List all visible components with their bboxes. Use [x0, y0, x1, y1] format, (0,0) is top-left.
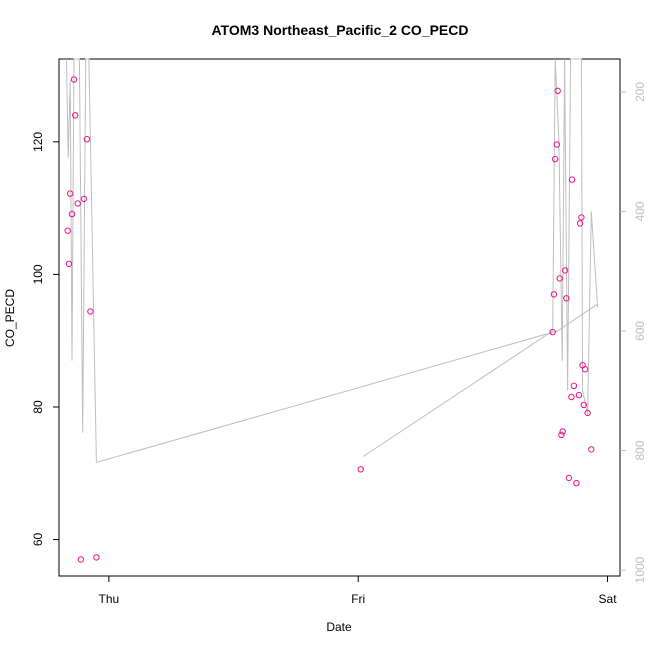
y2-tick-label: 600 [633, 321, 647, 341]
data-point [570, 382, 578, 389]
data-point [87, 308, 94, 315]
x-axis-label: Date [326, 620, 352, 634]
data-point [588, 446, 595, 453]
data-point [72, 112, 79, 119]
data-point [67, 190, 74, 197]
plot-frame [58, 58, 621, 577]
y2-tick-label: 400 [633, 201, 647, 221]
data-point [77, 556, 85, 563]
data-point [576, 220, 584, 227]
data-point [74, 200, 81, 207]
profile-lines [66, 58, 599, 464]
x-axis: Thu Fri Sat [99, 576, 618, 606]
data-point [552, 155, 559, 163]
data-point [549, 328, 556, 336]
secondary-y-axis: 200 400 600 800 1000 [620, 82, 647, 583]
data-point [554, 87, 561, 95]
x-tick-label: Thu [99, 592, 120, 606]
y-tick-label: 100 [31, 264, 45, 284]
x-tick-label: Sat [599, 592, 618, 606]
y2-tick-label: 1000 [633, 556, 647, 583]
profile-line [66, 58, 598, 464]
data-point [573, 480, 580, 487]
data-points [64, 76, 595, 563]
data-point [584, 409, 591, 417]
data-point [568, 176, 576, 183]
y2-tick-label: 200 [633, 82, 647, 102]
data-point [64, 227, 71, 234]
data-point [565, 474, 573, 482]
data-point [80, 195, 88, 203]
profile-line [362, 58, 599, 457]
y-tick-label: 120 [31, 132, 45, 152]
data-point [357, 466, 364, 473]
data-point [83, 136, 91, 143]
data-point [556, 275, 563, 282]
data-point [580, 401, 587, 409]
data-point [568, 393, 575, 401]
data-point [93, 554, 100, 561]
data-point [559, 428, 566, 435]
x-tick-label: Fri [351, 592, 365, 606]
data-point [581, 366, 589, 373]
data-point [558, 431, 565, 438]
data-point [578, 214, 585, 221]
data-point [68, 210, 76, 218]
data-point [563, 295, 570, 302]
data-point [561, 267, 569, 274]
data-point [553, 141, 561, 148]
data-point [65, 260, 73, 267]
data-point [575, 391, 583, 399]
data-point [70, 76, 78, 83]
chart-title: ATOM3 Northeast_Pacific_2 CO_PECD [211, 22, 468, 38]
y-axis: 60 80 100 120 [31, 132, 59, 547]
y-tick-label: 60 [31, 533, 45, 547]
y2-tick-label: 800 [633, 440, 647, 460]
y-tick-label: 80 [31, 400, 45, 414]
y-axis-label: CO_PECD [3, 289, 17, 347]
data-point [550, 291, 558, 298]
